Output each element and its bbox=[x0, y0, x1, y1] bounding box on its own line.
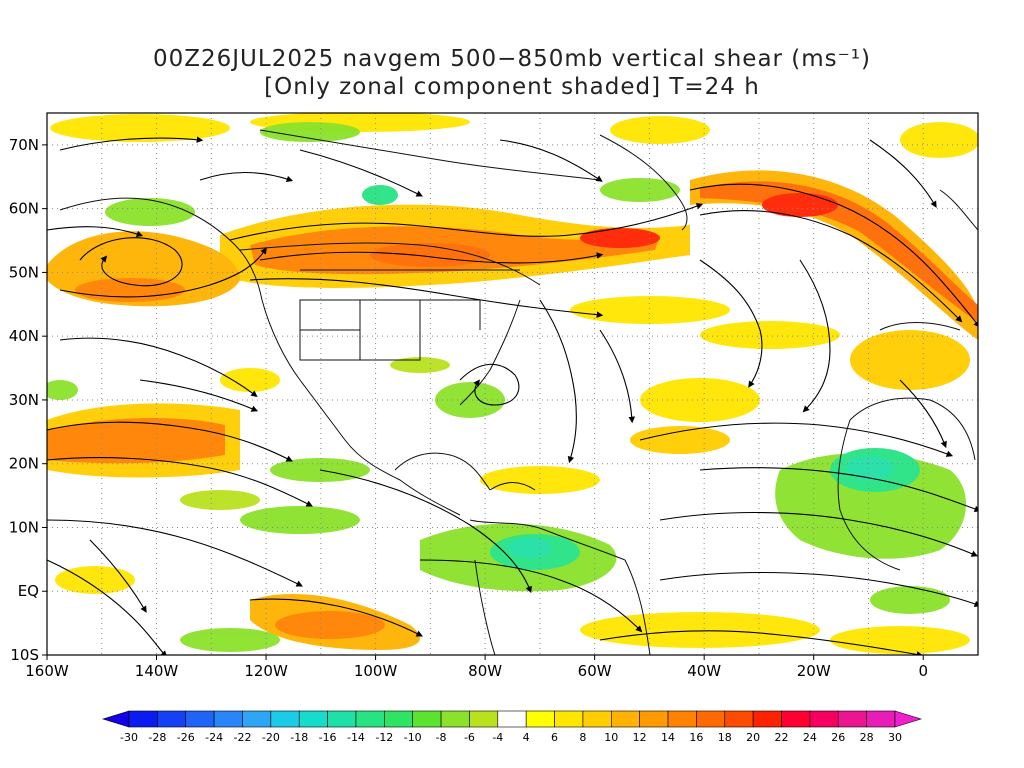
colorbar-label: 16 bbox=[689, 731, 703, 744]
colorbar-swatch bbox=[554, 710, 584, 728]
colorbar-label: -28 bbox=[148, 731, 166, 744]
colorbar-swatch bbox=[270, 710, 300, 728]
lon-label: 160W bbox=[25, 662, 69, 680]
colorbar-swatch bbox=[610, 710, 640, 728]
lat-label: 30N bbox=[9, 391, 39, 409]
lat-label: 20N bbox=[9, 455, 39, 473]
colorbar-swatch bbox=[185, 710, 215, 728]
lon-label: 20W bbox=[797, 662, 831, 680]
chart-title: 00Z26JUL2025 navgem 500−850mb vertical s… bbox=[152, 46, 872, 72]
lon-label: 40W bbox=[687, 662, 721, 680]
colorbar-label: -26 bbox=[177, 731, 195, 744]
lat-label: 50N bbox=[9, 263, 39, 281]
colorbar-end-high bbox=[894, 710, 923, 728]
colorbar-label: 30 bbox=[888, 731, 902, 744]
colorbar-swatch bbox=[497, 710, 527, 728]
colorbar-label: 28 bbox=[860, 731, 874, 744]
lat-label: 60N bbox=[9, 200, 39, 218]
lon-label: 60W bbox=[578, 662, 612, 680]
colorbar-label: -14 bbox=[347, 731, 365, 744]
colorbar-label: -12 bbox=[375, 731, 393, 744]
lat-label: 10S bbox=[10, 646, 39, 664]
colorbar-label: 14 bbox=[661, 731, 675, 744]
colorbar-label: -24 bbox=[205, 731, 223, 744]
coastlines bbox=[59, 129, 978, 655]
colorbar-label: -18 bbox=[290, 731, 308, 744]
colorbar-label: -16 bbox=[319, 731, 337, 744]
colorbar-label: 26 bbox=[831, 731, 845, 744]
colorbar-swatch bbox=[327, 710, 357, 728]
colorbar-swatch bbox=[866, 710, 896, 728]
colorbar-label: -22 bbox=[233, 731, 251, 744]
colorbar-swatch bbox=[696, 710, 726, 728]
colorbar-label: 10 bbox=[604, 731, 618, 744]
lat-lon-grid bbox=[47, 113, 978, 655]
lat-label: 70N bbox=[9, 136, 39, 154]
colorbar-label: 12 bbox=[633, 731, 647, 744]
colorbar-swatch bbox=[157, 710, 187, 728]
colorbar-label: -30 bbox=[120, 731, 138, 744]
colorbar-swatch bbox=[469, 710, 499, 728]
colorbar-label: 18 bbox=[718, 731, 732, 744]
colorbar-label: -20 bbox=[262, 731, 280, 744]
lat-label: 40N bbox=[9, 327, 39, 345]
colorbar-swatch bbox=[781, 710, 811, 728]
colorbar-swatch bbox=[440, 710, 470, 728]
lon-label: 80W bbox=[468, 662, 502, 680]
latitude-labels: 70N 60N 50N 40N 30N 20N 10N EQ 10S bbox=[9, 136, 47, 664]
plot-area bbox=[47, 113, 978, 655]
colorbar-swatch bbox=[724, 710, 754, 728]
colorbar-label: -4 bbox=[492, 731, 503, 744]
colorbar-swatch bbox=[128, 710, 158, 728]
colorbar-swatch bbox=[384, 710, 414, 728]
colorbar-label: 22 bbox=[775, 731, 789, 744]
colorbar-swatch bbox=[809, 710, 839, 728]
colorbar-label: 4 bbox=[523, 731, 530, 744]
lon-label: 0 bbox=[918, 662, 928, 680]
colorbar-swatch bbox=[752, 710, 782, 728]
colorbar-label: -6 bbox=[464, 731, 475, 744]
colorbar-swatch bbox=[298, 710, 328, 728]
colorbar-swatch bbox=[639, 710, 669, 728]
colorbar-swatch bbox=[667, 710, 697, 728]
wind-streamlines bbox=[47, 136, 978, 655]
shear-shading-positive bbox=[47, 113, 978, 654]
lon-label: 100W bbox=[354, 662, 398, 680]
colorbar-swatch bbox=[242, 710, 272, 728]
plot-frame bbox=[46, 112, 979, 656]
colorbar-swatch bbox=[355, 710, 385, 728]
lat-label: 10N bbox=[9, 518, 39, 536]
colorbar-label: -10 bbox=[404, 731, 422, 744]
colorbar-label: -8 bbox=[436, 731, 447, 744]
colorbar-swatch bbox=[837, 710, 867, 728]
lon-label: 140W bbox=[135, 662, 179, 680]
colorbar: -30 -28 -26 -24 -22 -20 -18 -16 -14 -12 -10 -8 -6 -4 4… bbox=[101, 710, 923, 744]
colorbar-swatch bbox=[582, 710, 612, 728]
colorbar-label: 6 bbox=[551, 731, 558, 744]
lat-label: EQ bbox=[18, 582, 39, 600]
chart-subtitle: [Only zonal component shaded] T=24 h bbox=[264, 74, 760, 100]
colorbar-label: 24 bbox=[803, 731, 817, 744]
longitude-labels: 160W 140W 120W 100W 80W 60W 40W 20W 0 bbox=[25, 655, 928, 680]
colorbar-label: 20 bbox=[746, 731, 760, 744]
colorbar-swatch bbox=[412, 710, 442, 728]
colorbar-swatch bbox=[213, 710, 243, 728]
colorbar-label: 8 bbox=[579, 731, 586, 744]
colorbar-end-low bbox=[101, 710, 130, 728]
colorbar-swatch bbox=[525, 710, 555, 728]
lon-label: 120W bbox=[244, 662, 288, 680]
